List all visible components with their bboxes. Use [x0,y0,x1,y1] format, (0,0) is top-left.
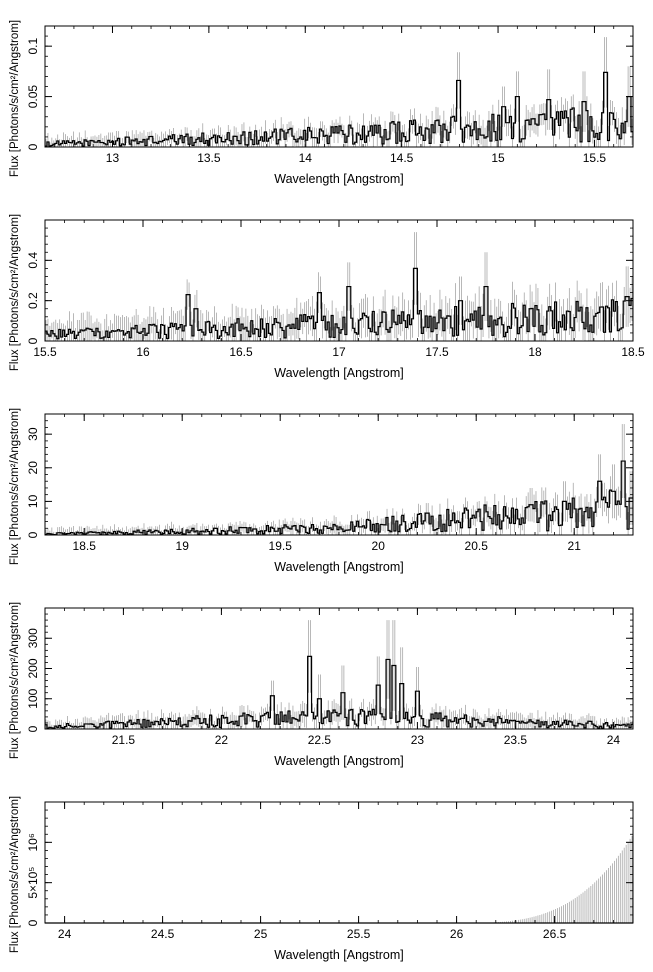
spectrum-panel: 24 24.5 25 25.5 26 26.5 0 5×10⁵ 10⁶ Wavelength [A… [9,796,634,962]
x-tick-label: 13.5 [197,151,221,165]
y-tick-label: 0.4 [26,252,40,269]
x-axis-label: Wavelength [Angstrom] [274,366,403,380]
x-axis-label: Wavelength [Angstrom] [274,560,403,574]
spectrum-panel: 13 13.5 14 14.5 15 15.5 0 0.05 0.1 Wavelength [An… [9,20,634,186]
flux-histogram [45,655,633,729]
axes-frame [44,607,634,730]
y-tick-label: 0.2 [26,292,40,309]
y-axis-label: Flux [Photons/s/cm²/Angstrom] [9,408,21,565]
x-tick-label: 21.5 [112,733,136,747]
x-tick-label: 24 [58,927,72,941]
x-tick-label: 13 [106,151,120,165]
y-tick-label: 5×10⁵ [26,867,40,899]
x-tick-label: 24 [607,733,621,747]
x-tick-label: 18.5 [73,539,97,553]
axes-frame [44,801,634,924]
y-tick-label: 0 [26,143,40,150]
y-tick-label: 20 [26,461,40,475]
x-tick-label: 25.5 [347,927,371,941]
x-tick-label: 22.5 [308,733,332,747]
y-tick-label: 10 [26,494,40,508]
flux-histogram [45,460,633,536]
x-axis-label: Wavelength [Angstrom] [274,754,403,768]
y-tick-label: 200 [26,658,40,678]
y-tick-label: 0.1 [26,38,40,55]
axes-frame [44,219,634,342]
x-tick-label: 15.5 [33,345,57,359]
flux-histogram [45,71,633,147]
x-tick-label: 22 [215,733,229,747]
spectrum-panel: 18.5 19 19.5 20 20.5 21 0 10 20 30 Wavelength [Ang… [9,408,634,574]
x-tick-label: 15 [491,151,505,165]
x-tick-label: 15.5 [583,151,607,165]
x-tick-label: 23 [411,733,425,747]
axes-frame [44,413,634,536]
y-tick-label: 300 [26,628,40,648]
x-axis-label: Wavelength [Angstrom] [274,172,403,186]
y-tick-label: 0 [26,725,40,732]
x-tick-label: 16.5 [229,345,253,359]
flux-histogram [45,267,633,340]
x-tick-label: 16 [136,345,150,359]
x-tick-label: 21 [568,539,582,553]
y-tick-label: 30 [26,427,40,441]
x-tick-label: 18 [528,345,542,359]
y-tick-label: 10⁶ [26,833,40,851]
y-tick-label: 0.05 [26,85,40,109]
x-tick-label: 26.5 [543,927,567,941]
x-tick-label: 26 [450,927,464,941]
y-axis-label: Flux [Photons/s/cm²/Angstrom] [9,214,21,371]
x-tick-label: 25 [254,927,268,941]
x-axis-label: Wavelength [Angstrom] [274,948,403,962]
x-tick-label: 14 [299,151,313,165]
x-tick-label: 20 [372,539,386,553]
y-tick-label: 0 [26,337,40,344]
y-tick-label: 100 [26,688,40,708]
x-tick-label: 14.5 [390,151,414,165]
spectrum-panel: 21.5 22 22.5 23 23.5 24 0 100 200 300 Wavelength [… [9,602,634,768]
spectrum-panel: 15.5 16 16.5 17 17.5 18 18.5 0 0.2 0.4 Wavelength … [9,214,645,380]
x-tick-label: 17 [332,345,346,359]
x-tick-label: 17.5 [425,345,449,359]
x-tick-label: 20.5 [465,539,489,553]
y-axis-label: Flux [Photons/s/cm²/Angstrom] [9,796,21,953]
x-tick-label: 19 [176,539,190,553]
x-tick-label: 18.5 [621,345,645,359]
x-tick-label: 24.5 [151,927,175,941]
x-tick-label: 19.5 [269,539,293,553]
x-tick-label: 23.5 [504,733,528,747]
y-axis-label: Flux [Photons/s/cm²/Angstrom] [9,20,21,177]
y-axis-label: Flux [Photons/s/cm²/Angstrom] [9,602,21,759]
y-tick-label: 0 [26,919,40,926]
y-tick-label: 0 [26,531,40,538]
